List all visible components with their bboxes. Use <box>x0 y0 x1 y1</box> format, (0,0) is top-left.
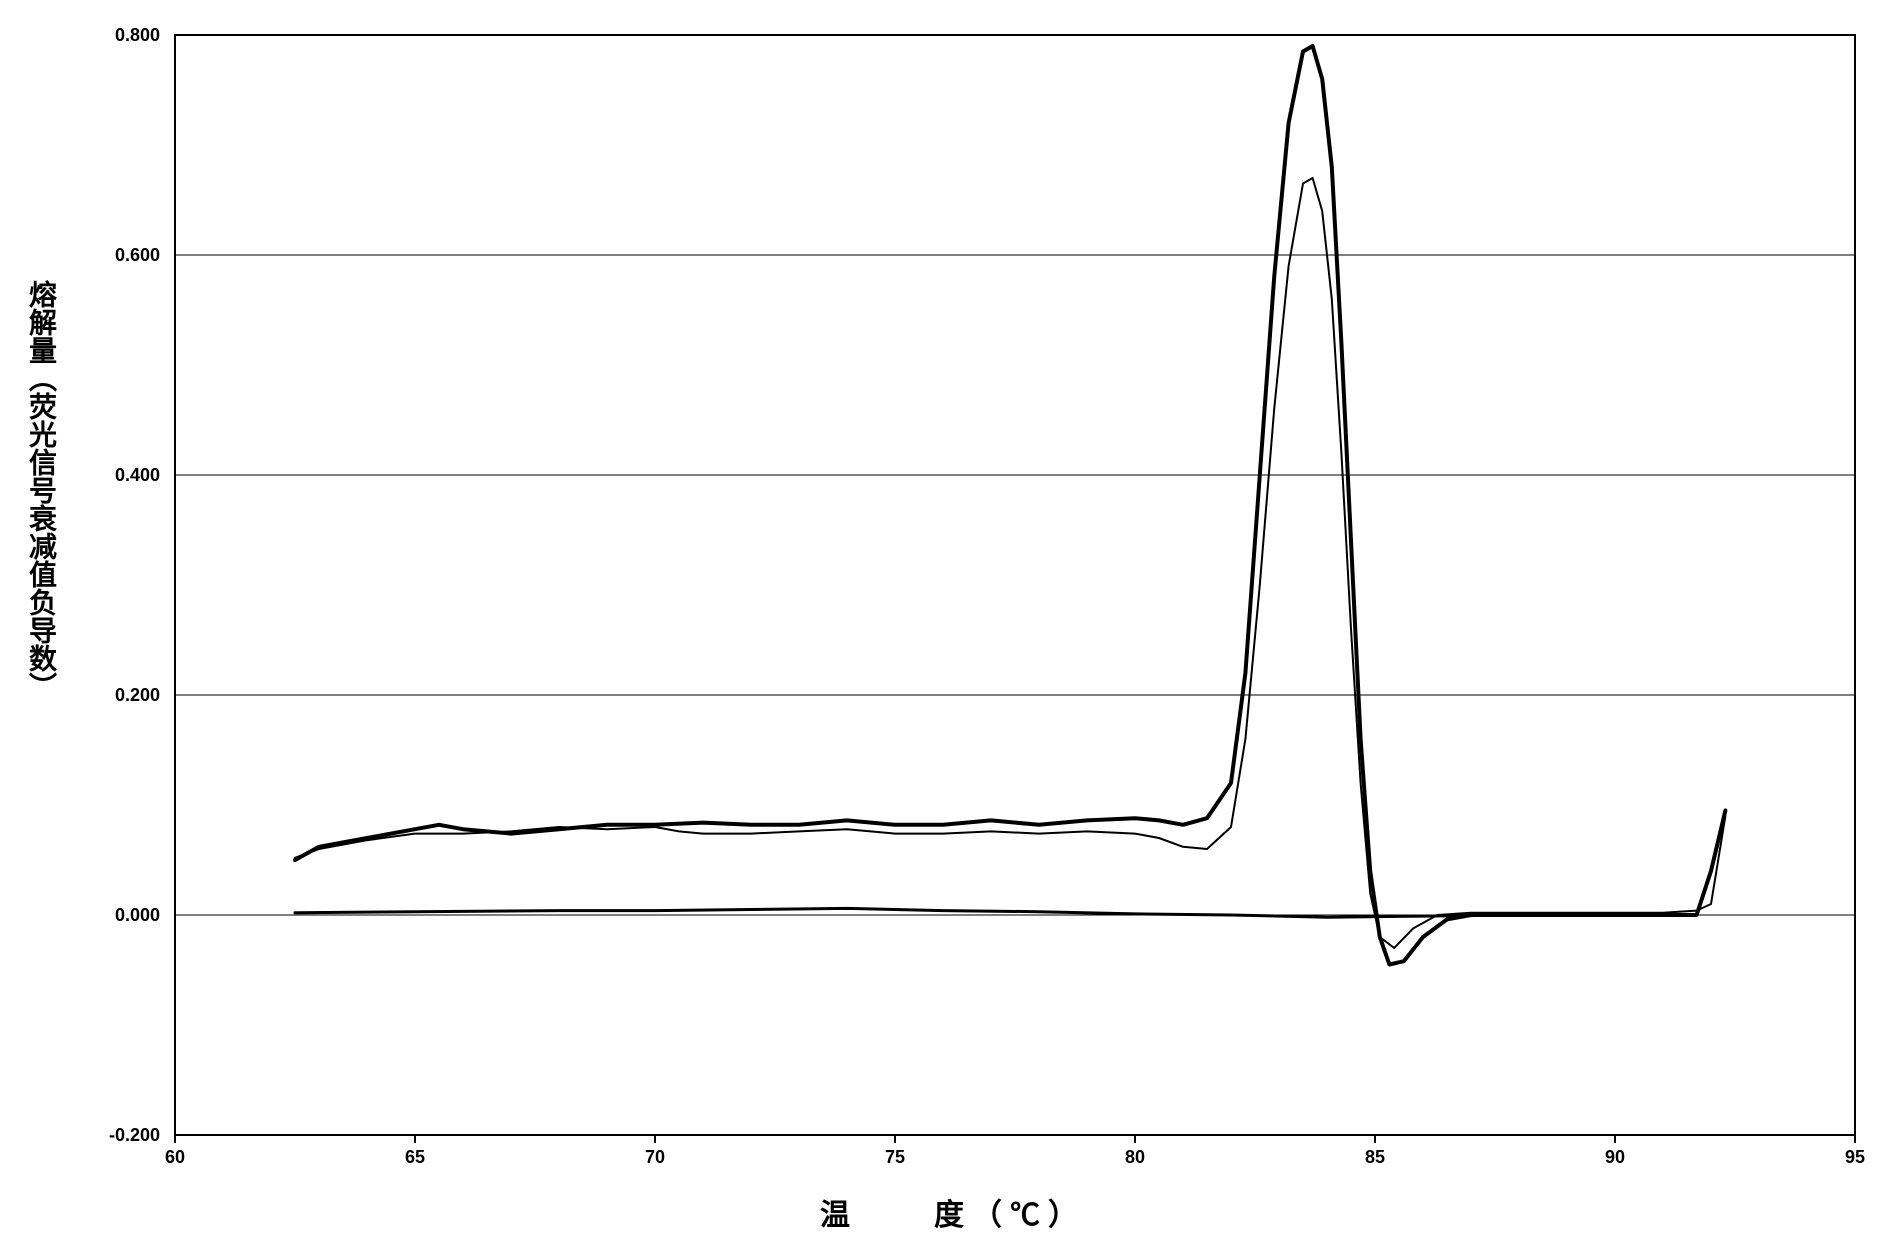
y-tick-label: -0.200 <box>100 1125 160 1146</box>
series-curve_thick <box>295 46 1725 965</box>
x-tick-label: 95 <box>1840 1147 1870 1168</box>
x-tick-label: 85 <box>1360 1147 1390 1168</box>
y-tick-label: 0.400 <box>100 465 160 486</box>
y-tick-label: 0.600 <box>100 245 160 266</box>
x-tick-label: 60 <box>160 1147 190 1168</box>
x-tick-label: 75 <box>880 1147 910 1168</box>
y-tick-label: 0.800 <box>100 25 160 46</box>
x-tick-label: 70 <box>640 1147 670 1168</box>
x-axis-label: 温 度（℃） <box>820 1190 1086 1234</box>
x-tick-label: 90 <box>1600 1147 1630 1168</box>
y-axis-label: 熔解量（荧光信号衰减值负导数） <box>28 280 58 700</box>
chart-container <box>110 30 1870 1170</box>
x-tick-label: 65 <box>400 1147 430 1168</box>
melt-curve-chart <box>110 30 1870 1170</box>
x-tick-label: 80 <box>1120 1147 1150 1168</box>
y-tick-label: 0.000 <box>100 905 160 926</box>
y-tick-label: 0.200 <box>100 685 160 706</box>
